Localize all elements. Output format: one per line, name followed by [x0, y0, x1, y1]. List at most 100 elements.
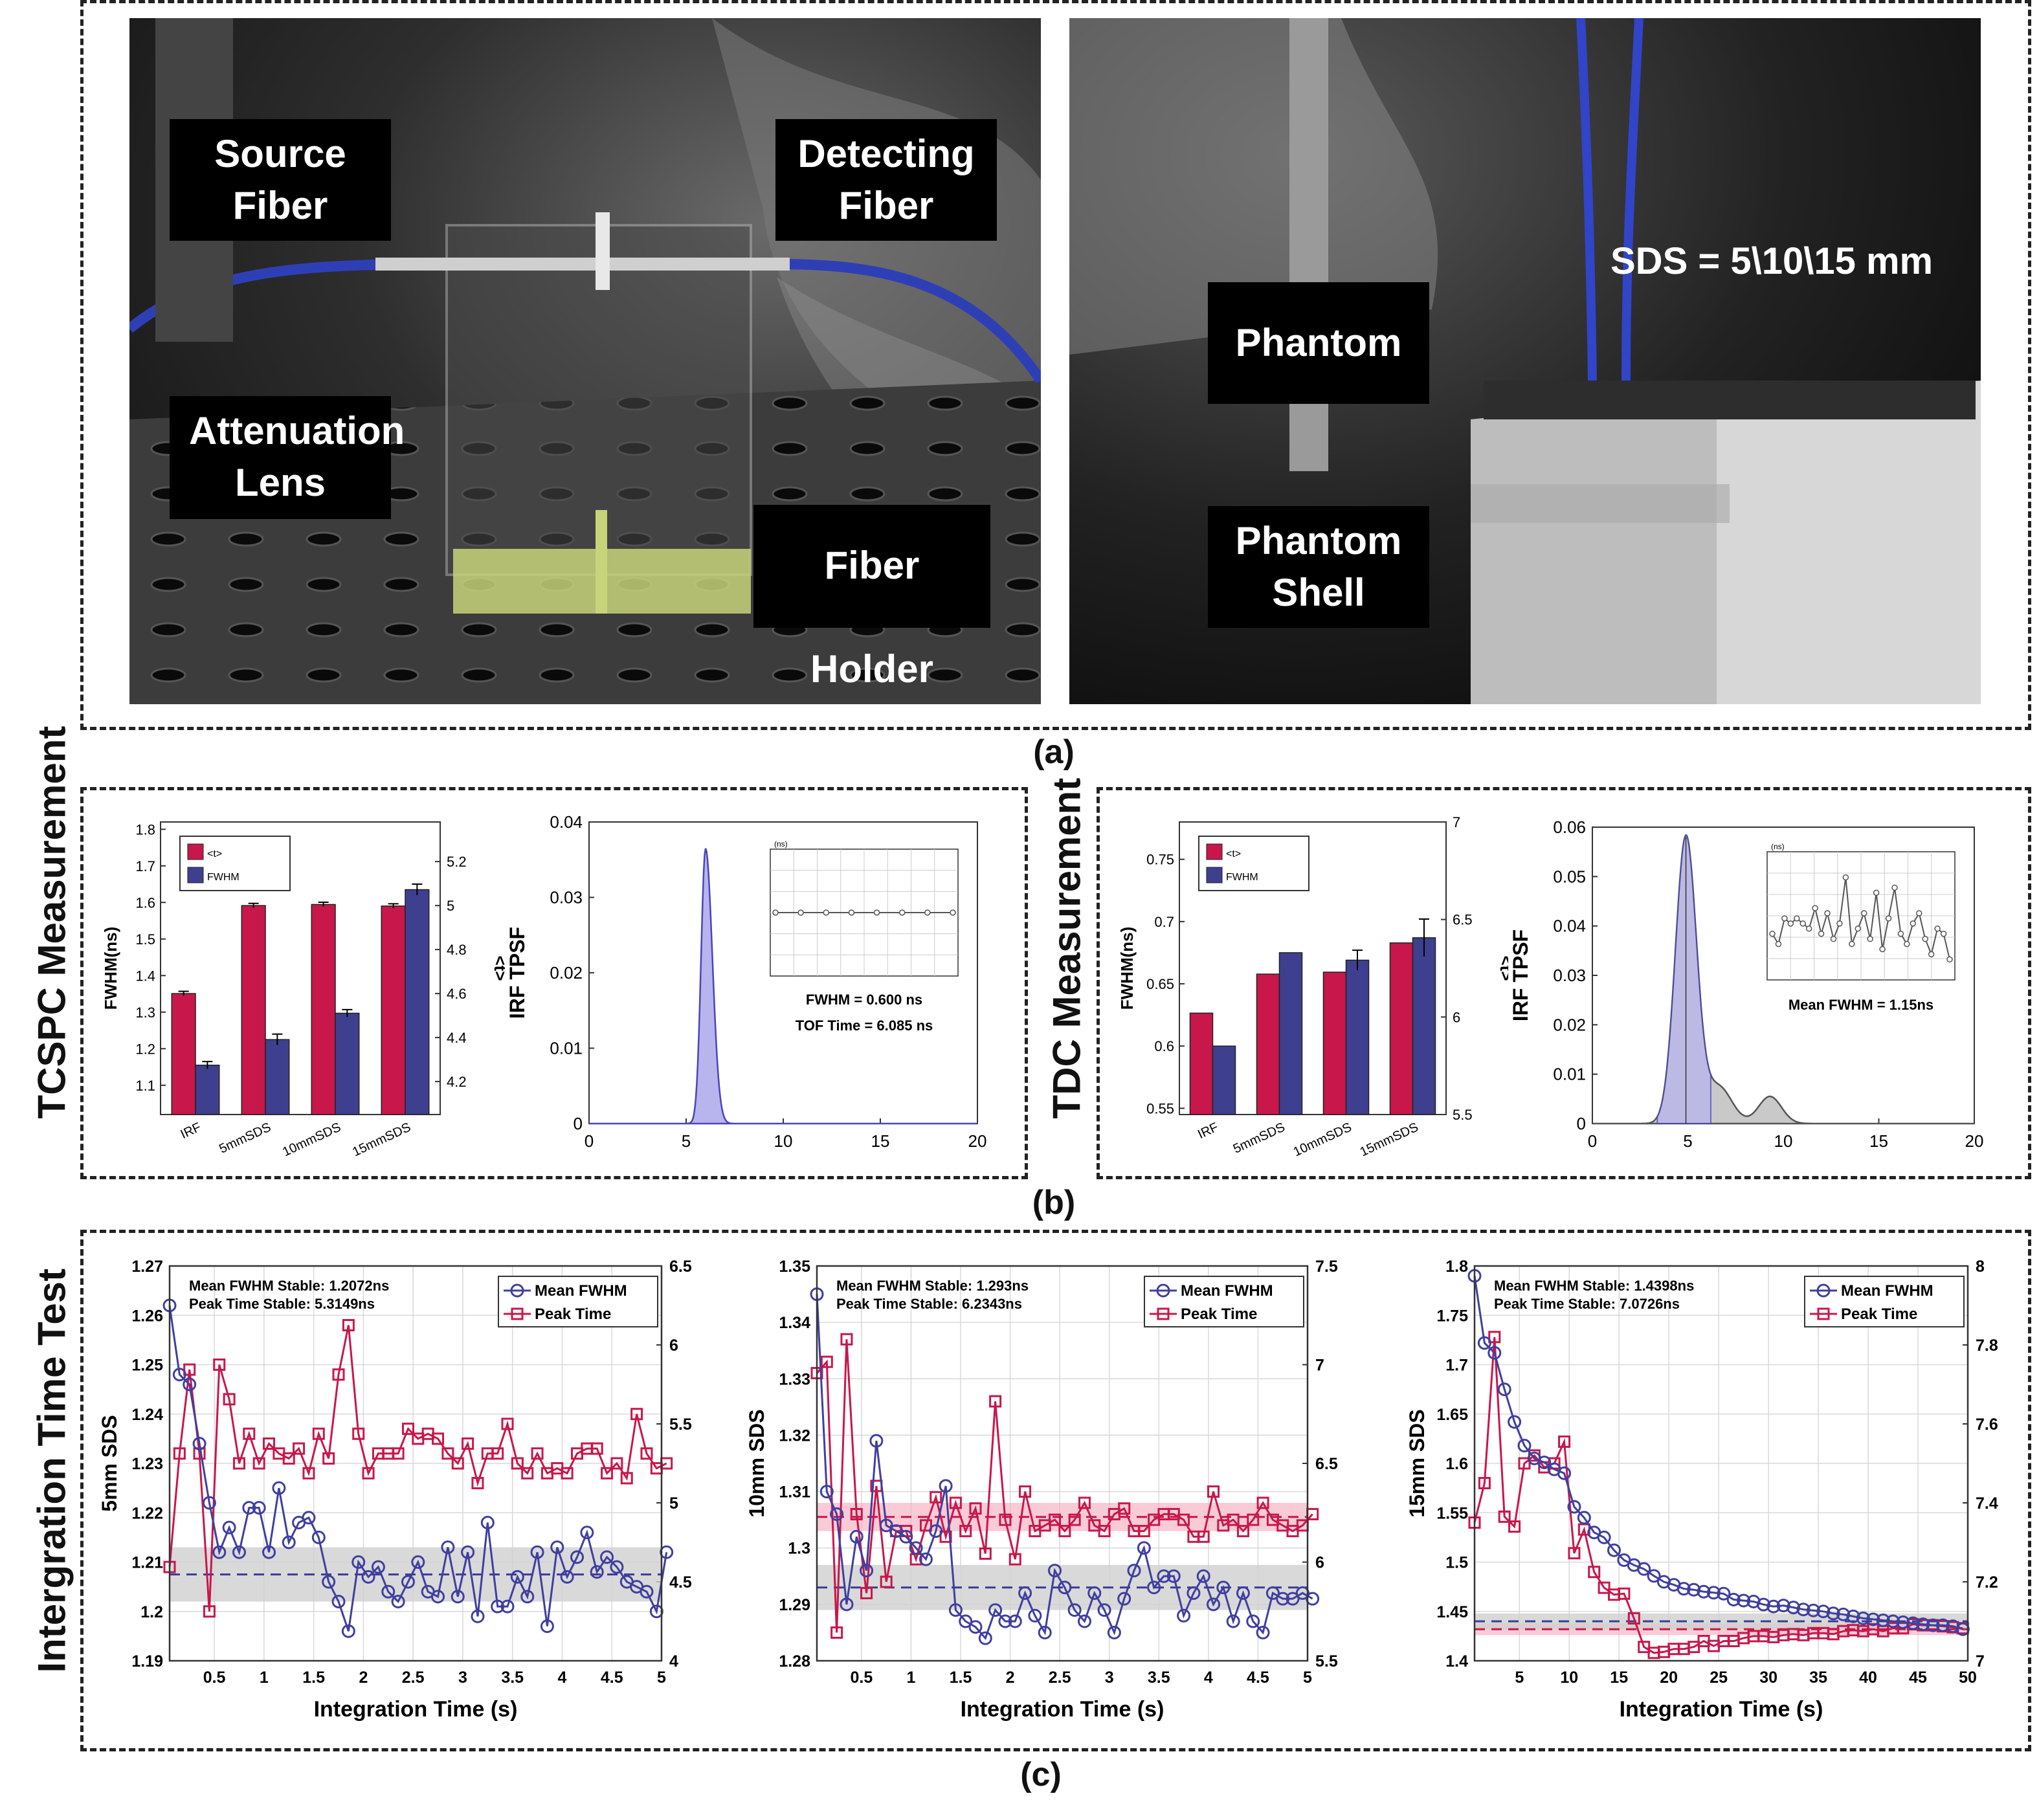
x-tick-label: 0.5 — [851, 1669, 873, 1687]
data-point-mean-fwhm — [1286, 1592, 1300, 1606]
data-point-mean-fwhm — [1246, 1614, 1260, 1628]
x-tick-label: 10 — [1774, 1131, 1793, 1151]
data-point-mean-fwhm — [1697, 1584, 1711, 1599]
y-tick-label: 1.1 — [135, 1078, 155, 1094]
data-point-mean-fwhm — [331, 1595, 346, 1608]
data-point-mean-fwhm — [232, 1545, 246, 1559]
data-point-mean-fwhm — [1597, 1530, 1611, 1544]
data-point-peak-time — [1618, 1587, 1631, 1600]
y-right-tick-label: 7.8 — [1976, 1337, 1998, 1355]
inset-marker — [924, 909, 931, 916]
inset-marker — [950, 909, 956, 916]
data-point-mean-fwhm — [302, 1511, 316, 1525]
data-point-mean-fwhm — [520, 1590, 535, 1604]
x-tick-label: 1.5 — [302, 1669, 325, 1687]
bar-fwhm — [405, 889, 430, 1115]
y-axis-label: 5mm SDS — [98, 1415, 121, 1511]
inset-marker — [1873, 889, 1880, 896]
data-point-peak-time — [620, 1472, 633, 1485]
data-point-mean-fwhm — [879, 1518, 893, 1533]
data-point-mean-fwhm — [640, 1584, 654, 1599]
y-right-tick-label: 4.4 — [447, 1030, 467, 1046]
x-category-label: 15mmSDS — [1358, 1120, 1421, 1160]
data-point-mean-fwhm — [869, 1434, 884, 1448]
data-point-mean-fwhm — [1187, 1586, 1201, 1600]
data-point-peak-time — [441, 1447, 454, 1460]
bar-t — [1389, 942, 1414, 1115]
x-tick-label: 5 — [1683, 1131, 1692, 1151]
photo-phantom-right — [1069, 18, 1981, 704]
data-point-peak-time — [1598, 1581, 1610, 1594]
data-point-mean-fwhm — [172, 1368, 186, 1382]
data-point-peak-time — [1078, 1496, 1091, 1509]
data-point-peak-time — [451, 1457, 464, 1470]
data-point-mean-fwhm — [909, 1541, 923, 1555]
data-point-peak-time — [1508, 1520, 1521, 1533]
x-axis-label: Integration Time (s) — [314, 1697, 518, 1722]
label-sds-distance: SDS = 5\10\15 mm — [1610, 240, 1933, 282]
caption-c: (c) — [1020, 1756, 1062, 1793]
data-point-peak-time — [1247, 1513, 1260, 1526]
y-tick-label: 1.4 — [135, 968, 155, 984]
x-category-label: 10mmSDS — [280, 1120, 343, 1160]
data-point-mean-fwhm — [819, 1485, 834, 1499]
data-point-mean-fwhm — [1756, 1597, 1770, 1612]
y-tick-label: 1.55 — [1436, 1504, 1468, 1522]
y-axis-label: IRF TPSF — [1509, 929, 1532, 1021]
x-tick-label: 4.5 — [1247, 1669, 1269, 1687]
inset-marker — [1805, 926, 1812, 932]
y-tick-label: 1.33 — [779, 1370, 810, 1388]
y-right-tick-label: 7 — [1976, 1652, 1985, 1670]
x-category-label: 10mmSDS — [1291, 1120, 1354, 1160]
inset-marker — [1855, 926, 1862, 932]
data-point-mean-fwhm — [1637, 1562, 1651, 1576]
series-line-peak-time — [816, 1339, 1313, 1633]
y-tick-label: 1.32 — [779, 1426, 810, 1445]
x-tick-label: 3 — [1105, 1669, 1114, 1687]
data-point-mean-fwhm — [272, 1481, 286, 1495]
data-point-mean-fwhm — [560, 1570, 574, 1584]
x-tick-label: 30 — [1759, 1669, 1777, 1687]
data-point-mean-fwhm — [889, 1524, 904, 1538]
plot-frame — [1179, 821, 1447, 1115]
panel-c-frame — [80, 1230, 2031, 1751]
data-point-mean-fwhm — [1177, 1608, 1191, 1623]
inset-unit-label: (ns) — [1771, 842, 1785, 851]
legend-marker-mean-fwhm — [1156, 1283, 1170, 1298]
legend-label-peak-time: Peak Time — [1181, 1305, 1257, 1323]
legend-marker-peak-time — [511, 1307, 524, 1320]
bar-fwhm — [1345, 959, 1370, 1115]
x-tick-label: 20 — [968, 1131, 987, 1151]
data-point-mean-fwhm — [391, 1595, 405, 1608]
data-point-peak-time — [203, 1605, 216, 1618]
y-right-tick-label: 7 — [1315, 1357, 1324, 1375]
y-tick-label: 1.25 — [131, 1357, 163, 1375]
data-point-peak-time — [531, 1447, 544, 1460]
y-tick-label: 0.6 — [1154, 1038, 1174, 1054]
data-point-peak-time — [850, 1507, 863, 1520]
legend-swatch-fwhm — [187, 867, 204, 883]
data-point-mean-fwhm — [1936, 1618, 1950, 1632]
inset-marker — [1787, 920, 1794, 927]
y-right-tick-label: 5.5 — [1315, 1652, 1338, 1670]
data-point-mean-fwhm — [978, 1631, 992, 1645]
y-right-tick-label: 7.2 — [1976, 1573, 1998, 1592]
data-point-peak-time — [1058, 1525, 1071, 1538]
x-tick-label: 3.5 — [501, 1669, 524, 1687]
data-point-mean-fwhm — [262, 1545, 276, 1559]
chart-tcspc-tpsf: 0 0.01 0.02 0.03 0.04 0 5 10 15 20 IRF TPSF (ns) FWH… — [492, 796, 1010, 1171]
data-point-mean-fwhm — [1048, 1564, 1062, 1578]
inset-marker — [1897, 930, 1904, 937]
data-point-mean-fwhm — [500, 1599, 515, 1614]
title-tdc: TDC Measurement — [1045, 777, 1089, 1119]
bar-fwhm — [1412, 937, 1436, 1115]
y-tick-label: 1.24 — [131, 1406, 163, 1424]
data-point-peak-time — [213, 1359, 226, 1371]
data-point-mean-fwhm — [1607, 1543, 1621, 1557]
y-right-tick-label: 4.6 — [447, 986, 467, 1002]
annotation-peak-time-stable: Peak Time Stable: 7.0726ns — [1494, 1296, 1680, 1312]
data-point-mean-fwhm — [252, 1501, 266, 1515]
inset-marker — [1916, 910, 1922, 916]
data-point-mean-fwhm — [540, 1619, 554, 1634]
data-point-peak-time — [820, 1355, 833, 1368]
